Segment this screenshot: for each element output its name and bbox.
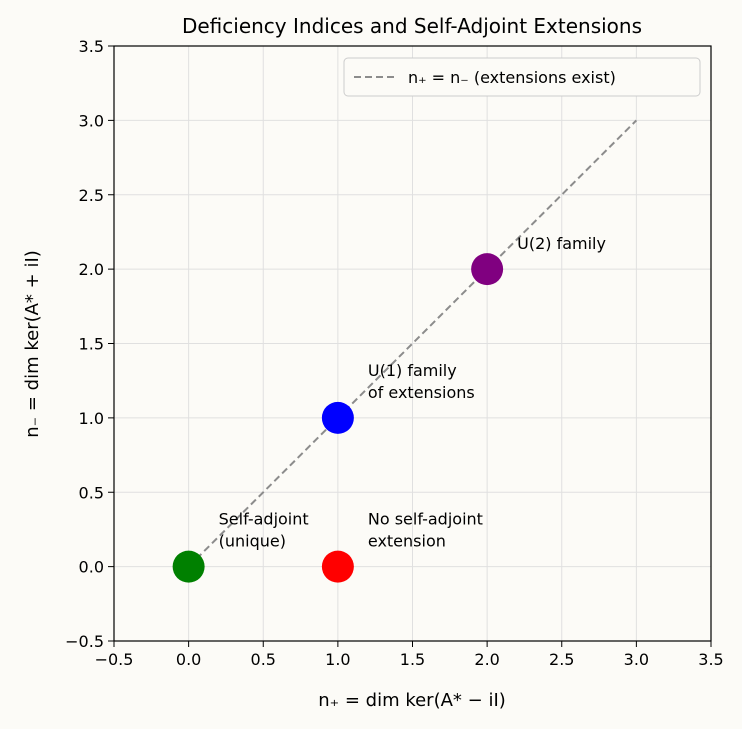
y-tick-label: 1.0 [79, 409, 104, 428]
annotation: U(2) family [517, 234, 606, 253]
y-tick-label: 1.5 [79, 335, 104, 354]
annotation: Self-adjoint [219, 510, 309, 529]
x-tick-label: 0.5 [251, 650, 276, 669]
x-tick-label: 3.5 [698, 650, 723, 669]
x-tick-label: 2.5 [549, 650, 574, 669]
y-tick-label: 0.5 [79, 483, 104, 502]
annotation: U(1) family [368, 361, 457, 380]
annotation: extension [368, 532, 446, 551]
y-axis-label: n₋ = dim ker(A* + iI) [22, 250, 43, 438]
annotation: (unique) [219, 532, 286, 551]
annotation: No self-adjoint [368, 510, 483, 529]
data-point [321, 401, 354, 434]
data-point [172, 550, 205, 583]
y-tick-label: 2.0 [79, 260, 104, 279]
legend-label: n₊ = n₋ (extensions exist) [408, 68, 616, 87]
y-tick-label: 3.5 [79, 37, 104, 56]
x-tick-label: 3.0 [624, 650, 649, 669]
y-tick-label: −0.5 [65, 632, 104, 651]
x-tick-label: 0.0 [176, 650, 201, 669]
y-tick-label: 0.0 [79, 558, 104, 577]
x-tick-label: 1.0 [325, 650, 350, 669]
y-tick-label: 2.5 [79, 186, 104, 205]
data-point [321, 550, 354, 583]
annotation: of extensions [368, 383, 475, 402]
y-tick-label: 3.0 [79, 111, 104, 130]
x-tick-label: 1.5 [400, 650, 425, 669]
reference-line [187, 119, 638, 568]
legend-box [343, 57, 701, 97]
data-point [471, 253, 504, 286]
plot-frame [113, 45, 712, 642]
x-tick-label: 2.0 [474, 650, 499, 669]
x-axis-label: n₊ = dim ker(A* − iI) [318, 690, 506, 711]
chart-title: Deficiency Indices and Self-Adjoint Exte… [182, 14, 642, 38]
x-tick-label: −0.5 [95, 650, 134, 669]
